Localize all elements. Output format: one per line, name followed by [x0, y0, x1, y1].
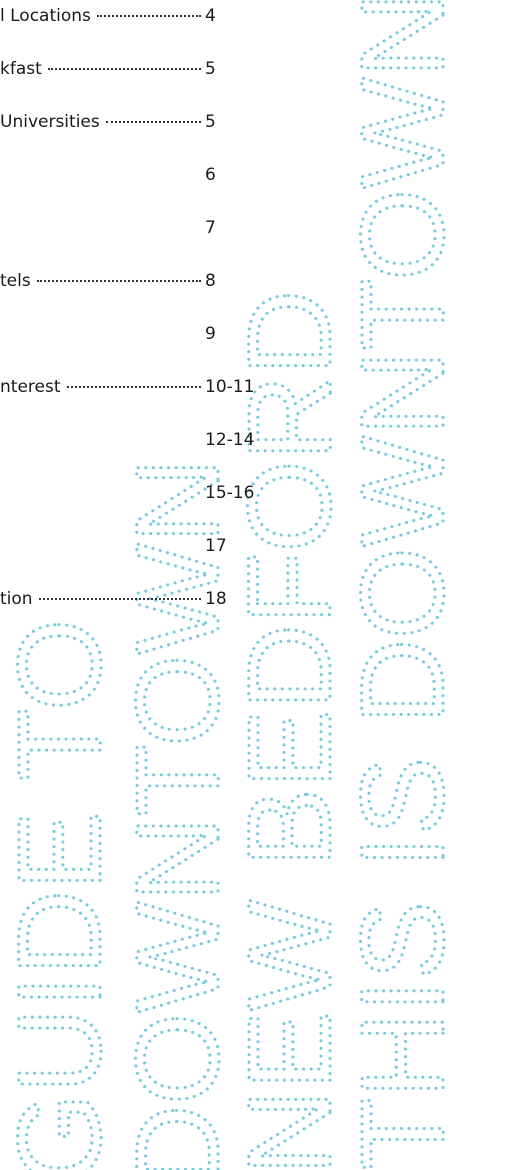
toc-entry: Universities 5: [0, 112, 216, 136]
dot-leader: [37, 280, 201, 282]
toc-entry: 6: [0, 165, 216, 189]
toc-page: GUIDE TODOWNTOWNNEW BEDFORDTHIS IS DOWNT…: [0, 0, 514, 1170]
decorative-word: GUIDE TO: [0, 619, 126, 1170]
entry-leader: [0, 549, 205, 551]
entry-title: nterest: [0, 377, 61, 397]
entry-leader: Universities: [0, 112, 205, 132]
entry-title: Universities: [0, 112, 100, 132]
page-number: 7: [205, 218, 216, 238]
page-number: 5: [205, 59, 216, 79]
page-number: 5: [205, 112, 216, 132]
page-number: 10-11: [205, 377, 254, 397]
toc-entry: l Locations 4: [0, 6, 216, 30]
toc-entry: 9: [0, 324, 216, 348]
page-number: 12-14: [205, 430, 254, 450]
toc-entry: tels 8: [0, 271, 216, 295]
page-number: 6: [205, 165, 216, 185]
toc-entry: nterest 10-11: [0, 377, 254, 401]
toc-entry: tion 18: [0, 589, 227, 613]
toc-entry: 7: [0, 218, 216, 242]
toc-entry: kfast 5: [0, 59, 216, 83]
entry-leader: [0, 337, 205, 339]
entry-title: l Locations: [0, 6, 91, 26]
dot-leader: [106, 121, 201, 123]
dot-leader: [48, 68, 201, 70]
entry-leader: nterest: [0, 377, 205, 397]
decorative-word: THIS IS DOWNTOWN: [337, 0, 469, 1170]
page-number: 8: [205, 271, 216, 291]
page-number: 9: [205, 324, 216, 344]
entry-leader: [0, 443, 205, 445]
entry-title: kfast: [0, 59, 42, 79]
entry-leader: [0, 178, 205, 180]
entry-title: tion: [0, 589, 33, 609]
dot-leader: [67, 386, 202, 388]
toc-entry: 15-16: [0, 483, 254, 507]
toc-entry: 17: [0, 536, 227, 560]
page-number: 17: [205, 536, 227, 556]
entry-leader: [0, 496, 205, 498]
page-number: 15-16: [205, 483, 254, 503]
page-number: 4: [205, 6, 216, 26]
page-number: 18: [205, 589, 227, 609]
entry-leader: tels: [0, 271, 205, 291]
dot-leader: [39, 598, 201, 600]
entry-leader: l Locations: [0, 6, 205, 26]
dot-leader: [97, 15, 201, 17]
entry-leader: tion: [0, 589, 205, 609]
entry-title: tels: [0, 271, 31, 291]
entry-leader: [0, 231, 205, 233]
entry-leader: kfast: [0, 59, 205, 79]
toc-entry: 12-14: [0, 430, 254, 454]
